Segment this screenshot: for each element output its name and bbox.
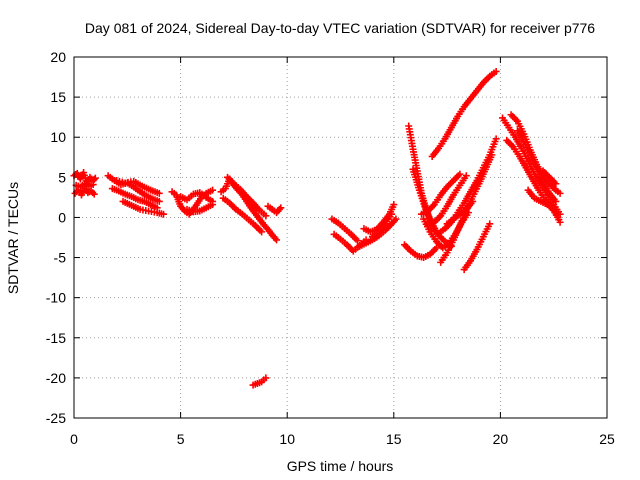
data-point <box>456 170 464 178</box>
data-point <box>392 215 400 223</box>
data-point <box>552 180 560 188</box>
series-s29 <box>460 220 494 274</box>
series-s14 <box>264 202 285 217</box>
y-tick-label: -20 <box>46 370 66 386</box>
x-tick-label: 20 <box>493 431 509 447</box>
data-point <box>354 237 362 245</box>
data-point <box>209 186 217 194</box>
x-tick-label: 0 <box>70 431 78 447</box>
y-tick-label: -15 <box>46 330 66 346</box>
series-s6 <box>113 177 163 197</box>
x-tick-label: 15 <box>386 431 402 447</box>
data-point <box>556 189 564 197</box>
axis-ticks: 0 5 10 15 20 25 -25 -20 -15 -10 -5 0 5 10 15 20 <box>46 49 615 447</box>
y-tick-label: -10 <box>46 290 66 306</box>
data-point <box>209 201 217 209</box>
data-point <box>155 189 163 197</box>
series-s15 <box>249 374 270 389</box>
data-point <box>155 197 163 205</box>
data-point <box>552 197 560 205</box>
x-tick-label: 10 <box>279 431 295 447</box>
data-point <box>492 67 500 75</box>
y-tick-label: 0 <box>58 209 66 225</box>
y-tick-label: 10 <box>50 129 66 145</box>
data-point <box>277 204 285 212</box>
data-point <box>262 374 270 382</box>
x-axis-label: GPS time / hours <box>287 458 394 474</box>
series-s13 <box>224 173 270 220</box>
data-point <box>492 135 500 143</box>
y-tick-label: 20 <box>50 49 66 65</box>
x-tick-label: 25 <box>599 431 615 447</box>
chart-title: Day 081 of 2024, Sidereal Day-to-day VTE… <box>85 20 595 36</box>
data-point <box>160 210 168 218</box>
y-tick-label: 5 <box>58 169 66 185</box>
series-s25 <box>424 172 470 229</box>
y-tick-label: -5 <box>54 250 67 266</box>
series-s31 <box>443 197 477 228</box>
series-s1 <box>70 169 99 188</box>
data-point <box>262 212 270 220</box>
data-point <box>469 197 477 205</box>
series-s10 <box>183 201 217 216</box>
series-s18 <box>356 215 400 250</box>
series-s24 <box>418 170 464 218</box>
y-tick-label: 15 <box>50 89 66 105</box>
data-point <box>488 151 496 159</box>
data-point <box>486 220 494 228</box>
y-axis-label: SDTVAR / TECUs <box>5 182 21 294</box>
series-s12 <box>219 194 266 236</box>
y-tick-label: -25 <box>46 410 66 426</box>
series-s7 <box>119 197 168 218</box>
data-point <box>273 236 281 244</box>
plot-frame <box>73 56 608 419</box>
x-tick-label: 5 <box>177 431 185 447</box>
data-point <box>90 175 98 183</box>
data-point <box>390 201 398 209</box>
series-s37 <box>539 167 560 188</box>
data-point <box>388 210 396 218</box>
data-points <box>70 67 564 389</box>
data-point <box>90 190 98 198</box>
data-point <box>91 174 99 182</box>
series-s35 <box>513 127 560 205</box>
series-s22 <box>400 241 440 262</box>
series-s16 <box>328 215 362 245</box>
series-s20 <box>368 210 396 241</box>
data-point <box>556 218 564 226</box>
series-s9 <box>177 189 217 205</box>
series-s36 <box>524 186 564 226</box>
series-s26 <box>428 67 500 160</box>
data-point <box>89 181 97 189</box>
series-s5 <box>108 185 161 212</box>
data-point <box>462 172 470 180</box>
series-s30 <box>420 209 472 252</box>
data-point <box>432 244 440 252</box>
data-point <box>258 228 266 236</box>
